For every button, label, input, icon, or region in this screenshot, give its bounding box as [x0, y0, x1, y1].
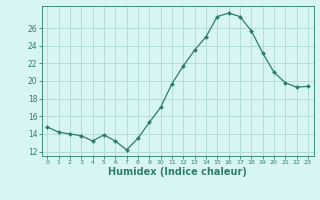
X-axis label: Humidex (Indice chaleur): Humidex (Indice chaleur) [108, 167, 247, 177]
